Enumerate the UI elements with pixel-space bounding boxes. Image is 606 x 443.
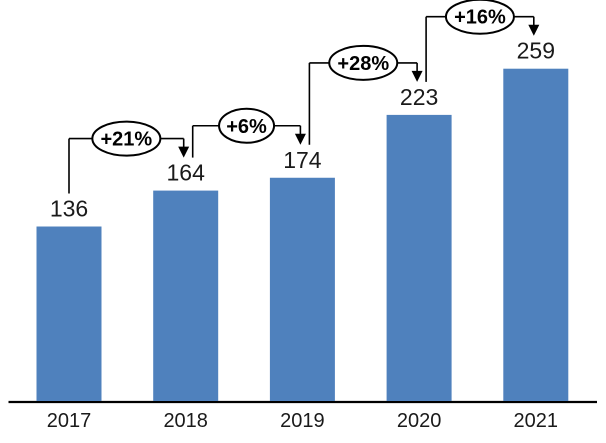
growth-ellipse [91, 120, 162, 157]
bar-2020 [386, 114, 452, 402]
growth-label: +28% [337, 53, 389, 75]
growth-label: +16% [454, 7, 506, 29]
arrow-down-icon [294, 133, 306, 145]
growth-label: +21% [100, 129, 152, 151]
growth-ellipse [218, 107, 276, 144]
value-label: 164 [167, 160, 206, 186]
category-label: 2018 [163, 410, 208, 432]
value-label: 174 [283, 147, 322, 173]
bar-2019 [269, 177, 335, 401]
bar-2021 [503, 68, 569, 401]
growth-ellipse [444, 0, 515, 35]
growth-ellipse [328, 44, 399, 81]
bar-2018 [153, 190, 219, 401]
arrow-down-icon [178, 146, 190, 158]
category-label: 2021 [514, 410, 559, 432]
category-label: 2019 [280, 410, 325, 432]
value-label: 223 [400, 84, 438, 110]
category-label: 2020 [397, 410, 442, 432]
growth-label: +6% [226, 116, 267, 138]
bar-2017 [36, 226, 102, 401]
arrow-down-icon [528, 24, 540, 36]
arrow-down-icon [411, 70, 423, 82]
category-label: 2017 [47, 410, 92, 432]
value-label: 259 [517, 38, 555, 64]
value-label: 136 [50, 196, 88, 222]
